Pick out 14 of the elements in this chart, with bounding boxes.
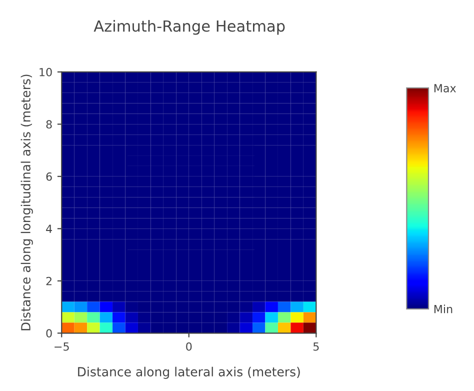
- y-tick-label: 2: [46, 276, 52, 286]
- x-axis-title: Distance along lateral axis (meters): [78, 366, 300, 379]
- y-tick-label: 10: [40, 68, 52, 76]
- y-tick-label: 8: [46, 120, 52, 129]
- x-tick-label: −5: [54, 342, 69, 351]
- x-tick-label: 0: [186, 342, 192, 351]
- color-bar-label: Max: [434, 84, 456, 92]
- y-axis-title: Distance along longitudinal axis (meters): [20, 74, 33, 330]
- y-tick-label: 0: [46, 329, 52, 338]
- x-tick-label: 5: [313, 342, 319, 351]
- y-tick-label: 4: [46, 224, 52, 233]
- y-tick-label: 6: [46, 172, 52, 181]
- chart-title: Azimuth-Range Heatmap: [94, 20, 285, 35]
- color-bar-label: Min: [434, 304, 452, 314]
